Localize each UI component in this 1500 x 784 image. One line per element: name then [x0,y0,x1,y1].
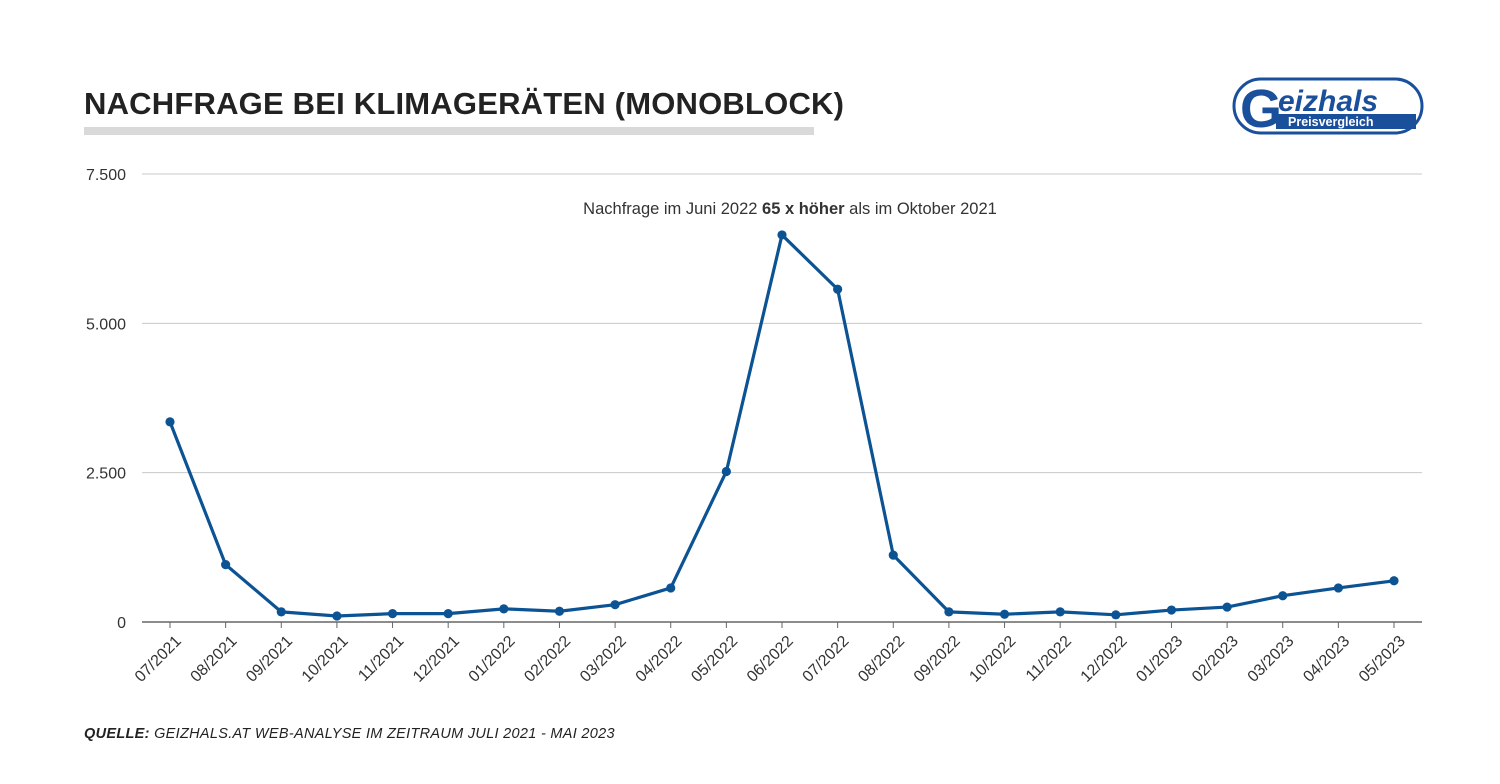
x-tick-label: 04/2022 [633,633,686,686]
x-tick-label: 08/2021 [188,633,241,686]
data-point [387,609,398,619]
y-tick-label: 0 [117,615,126,632]
data-point [276,607,286,617]
data-point [554,606,565,616]
x-tick-label: 12/2021 [410,633,463,686]
data-point [499,604,509,614]
x-tick-label: 06/2022 [744,633,797,686]
source-label: QUELLE: [84,726,150,742]
x-tick-label: 07/2021 [132,633,185,686]
x-tick-label: 11/2022 [1023,633,1075,685]
data-point [944,607,954,617]
x-tick-label: 09/2021 [243,633,296,686]
logo-tagline: Preisvergleich [1288,115,1373,129]
logo-brand-text: eizhals [1278,85,1378,118]
logo-brand-initial: G [1240,79,1282,135]
x-tick-label: 02/2023 [1189,633,1242,686]
x-tick-label: 09/2022 [911,633,964,686]
data-point [777,230,787,240]
x-tick-label: 02/2022 [521,633,574,686]
data-point [610,600,620,610]
data-point [999,609,1010,619]
data-point [1278,591,1288,601]
x-tick-label: 10/2022 [966,633,1019,686]
x-tick-label: 10/2021 [299,633,352,686]
data-point [1111,610,1121,620]
source-note: QUELLE: GEIZHALS.AT WEB-ANALYSE IM ZEITR… [84,726,615,742]
x-tick-label: 08/2022 [855,633,908,686]
chart-title: NACHFRAGE BEI KLIMAGERÄTEN (MONOBLOCK) [84,86,845,121]
data-point [165,417,175,427]
y-tick-label: 5.000 [86,316,126,333]
data-point [833,284,843,294]
x-tick-label: 05/2022 [688,633,741,686]
x-tick-label: 03/2023 [1245,633,1298,686]
x-tick-label: 11/2021 [355,633,407,685]
y-axis: 0 2.500 5.000 7.500 [86,167,126,632]
series-line [168,233,1396,618]
data-point [443,609,453,619]
x-tick-label: 07/2022 [800,633,853,686]
y-tick-label: 7.500 [86,167,126,184]
data-point [1055,607,1065,617]
x-tick-label: 01/2023 [1133,633,1186,686]
series-layer [165,230,1399,621]
x-tick-label: 03/2022 [577,633,630,686]
title-underline [84,127,814,135]
source-text: GEIZHALS.AT WEB-ANALYSE IM ZEITRAUM JULI… [154,726,615,742]
x-tick-label: 01/2022 [466,633,519,686]
data-point [1333,583,1343,593]
x-axis: 07/2021 08/2021 09/2021 10/2021 11/2021 12/20… [132,622,1409,686]
data-point [666,583,676,593]
data-point [332,611,342,621]
x-tick-label: 05/2023 [1356,633,1409,686]
data-point [1389,576,1399,586]
y-tick-label: 2.500 [86,466,126,483]
data-point [1222,602,1232,612]
chart-annotation: Nachfrage im Juni 2022 65 x höher als im… [583,200,997,218]
data-point [888,550,898,560]
data-point [721,466,731,477]
data-point [1166,605,1177,615]
x-tick-label: 12/2022 [1078,633,1131,686]
x-tick-label: 04/2023 [1300,633,1353,686]
data-point [221,560,231,570]
geizhals-logo: G eizhals Preisvergleich [1232,77,1424,135]
